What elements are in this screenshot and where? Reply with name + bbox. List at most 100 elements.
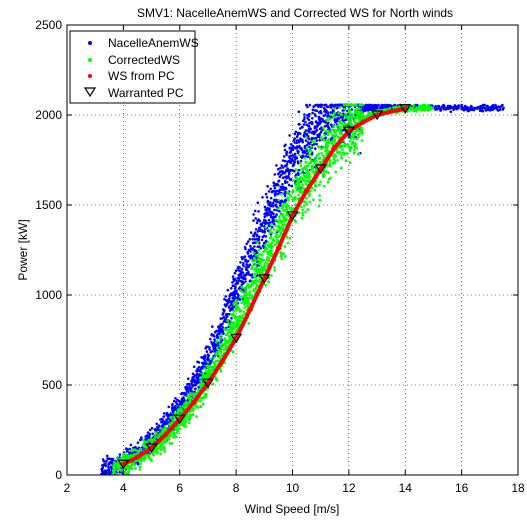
data-point (305, 146, 309, 150)
data-point (191, 409, 195, 413)
data-point (101, 469, 104, 473)
data-point (293, 152, 297, 156)
data-point (160, 444, 163, 448)
data-point (264, 208, 267, 211)
data-point (168, 433, 172, 437)
data-point (252, 257, 256, 260)
data-point (228, 297, 231, 301)
data-point (301, 185, 304, 189)
data-point (288, 134, 291, 137)
data-point (263, 205, 267, 209)
data-point (255, 283, 259, 286)
data-point (285, 153, 288, 157)
data-point (380, 106, 383, 110)
data-point (230, 306, 234, 309)
data-point (326, 149, 329, 152)
data-point (304, 210, 307, 214)
data-point (314, 184, 317, 188)
data-point (254, 228, 258, 231)
data-point (294, 130, 298, 134)
data-point (345, 103, 348, 107)
data-point (284, 187, 288, 191)
data-point (309, 150, 313, 153)
data-point (285, 176, 289, 180)
data-point (140, 438, 143, 441)
data-point (111, 469, 115, 472)
data-point (295, 175, 298, 179)
data-point (326, 164, 329, 167)
data-point (195, 415, 198, 418)
data-point (132, 448, 135, 452)
data-point (494, 105, 498, 109)
data-point (247, 265, 250, 269)
data-point (181, 409, 184, 413)
data-point (206, 360, 210, 364)
data-point (280, 207, 284, 210)
data-point (263, 264, 266, 268)
data-point (299, 147, 302, 150)
data-point (215, 343, 218, 347)
data-point (350, 112, 354, 116)
data-point (287, 183, 291, 187)
data-point (341, 148, 344, 151)
data-point (204, 396, 207, 399)
data-point (223, 303, 227, 307)
data-point (272, 181, 276, 184)
data-point (320, 151, 323, 155)
data-point (319, 105, 323, 109)
data-point (297, 193, 300, 197)
data-point (321, 154, 325, 157)
data-point (311, 140, 314, 143)
data-point (303, 174, 306, 178)
data-point (122, 452, 125, 456)
data-point (136, 441, 140, 445)
data-point (196, 360, 199, 364)
data-point (148, 434, 151, 438)
data-point (429, 105, 432, 109)
x-axis-label: Wind Speed [m/s] (245, 502, 340, 516)
data-point (163, 450, 166, 453)
data-point (294, 203, 297, 206)
data-point (315, 139, 319, 142)
x-tick-label: 18 (511, 481, 525, 495)
data-point (236, 266, 240, 270)
data-point (360, 132, 364, 135)
data-point (277, 189, 281, 192)
data-point (245, 268, 249, 272)
data-point (213, 350, 216, 353)
data-point (354, 130, 357, 134)
data-point (295, 181, 299, 184)
data-point (292, 155, 296, 159)
data-point (381, 104, 385, 107)
data-point (307, 162, 311, 165)
data-point (279, 227, 282, 230)
legend-label-ws-from-pc: WS from PC (108, 69, 175, 83)
data-point (346, 115, 350, 118)
data-point (230, 317, 233, 320)
data-point (256, 245, 260, 248)
data-point (304, 168, 308, 171)
data-point (258, 262, 261, 265)
data-point (244, 258, 247, 262)
data-point (342, 122, 345, 125)
data-point (288, 207, 291, 210)
data-point (266, 247, 269, 251)
data-point (288, 178, 292, 181)
data-point (276, 235, 280, 239)
data-point (233, 287, 237, 290)
data-point (253, 238, 257, 241)
data-point (273, 269, 277, 272)
data-point (237, 268, 240, 272)
data-point (273, 204, 277, 207)
data-point (284, 254, 287, 258)
data-point (423, 109, 427, 112)
data-point (209, 337, 212, 341)
data-point (284, 202, 288, 205)
data-point (250, 273, 254, 276)
data-point (267, 224, 271, 227)
data-point (254, 253, 258, 257)
data-point (351, 104, 355, 107)
data-point (334, 131, 337, 134)
data-point (159, 448, 163, 452)
data-point (301, 167, 305, 170)
